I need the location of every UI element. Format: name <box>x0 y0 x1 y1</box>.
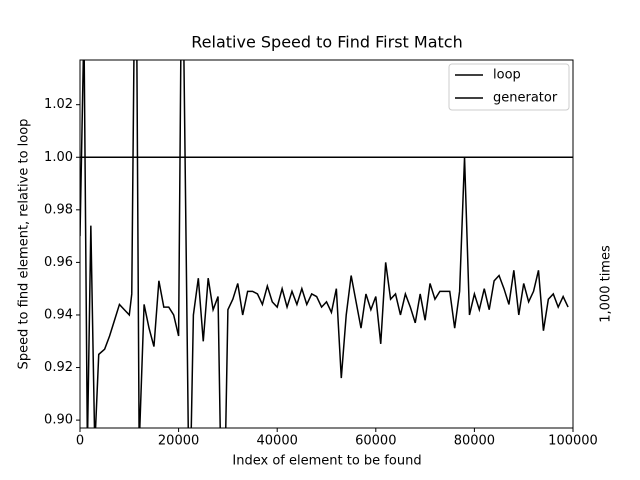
series-line <box>80 60 569 428</box>
y-tick-label: 0.96 <box>44 255 73 270</box>
x-tick-label: 60000 <box>355 434 396 449</box>
y-tick-label: 0.92 <box>44 360 73 375</box>
y-tick-label: 0.98 <box>44 202 73 217</box>
legend-label: loop <box>493 68 521 83</box>
x-tick-label: 40000 <box>257 434 298 449</box>
x-tick-label: 100000 <box>548 434 598 449</box>
x-tick-label: 0 <box>76 434 84 449</box>
plot-frame <box>79 59 574 429</box>
y-tick-label: 0.90 <box>44 413 73 428</box>
x-axis-label: Index of element to be found <box>232 454 421 469</box>
plot-lines <box>80 60 573 428</box>
legend-label: generator <box>493 91 558 106</box>
chart-title: Relative Speed to Find First Match <box>191 33 462 52</box>
x-tick-label: 20000 <box>158 434 199 449</box>
y-axis-label: Speed to find element, relative to loop <box>17 119 32 370</box>
y-tick-label: 0.94 <box>44 307 73 322</box>
x-tick-label: 80000 <box>454 434 495 449</box>
y-tick-label: 1.02 <box>44 97 73 112</box>
annotation: 1,000 times <box>599 245 614 323</box>
y-tick-label: 1.00 <box>44 150 73 165</box>
